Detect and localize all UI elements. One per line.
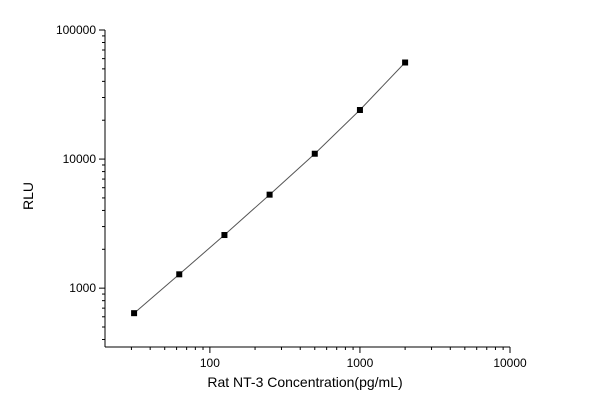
data-point <box>266 191 273 198</box>
data-point <box>176 271 183 278</box>
y-tick-label: 1000 <box>69 281 96 295</box>
x-tick-label: 10000 <box>493 356 527 370</box>
ticks: 100 1000 10000 1000 10000 100000 <box>56 23 527 370</box>
data-point <box>221 232 228 239</box>
y-axis-label: RLU <box>20 182 36 210</box>
points <box>131 59 409 317</box>
y-tick-label: 100000 <box>56 23 96 37</box>
y-tick-label: 10000 <box>63 152 97 166</box>
data-point <box>402 59 409 66</box>
axes <box>104 30 510 348</box>
x-axis-label: Rat NT-3 Concentration(pg/mL) <box>207 374 402 390</box>
data-point <box>131 310 138 317</box>
x-tick-label: 100 <box>200 356 220 370</box>
data-point <box>311 150 318 157</box>
fit-line <box>133 62 406 314</box>
fit-line-group <box>133 62 406 314</box>
data-point <box>356 106 363 113</box>
x-tick-label: 1000 <box>347 356 374 370</box>
